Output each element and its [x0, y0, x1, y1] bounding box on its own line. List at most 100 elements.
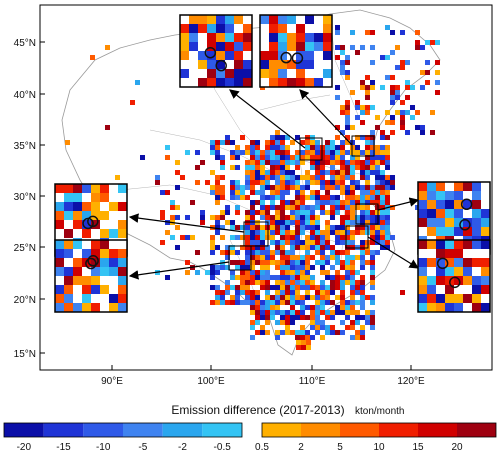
- grid-cell: [370, 260, 375, 265]
- grid-cell: [325, 230, 330, 235]
- grid-cell: [310, 305, 315, 310]
- grid-cell: [240, 245, 245, 250]
- grid-cell: [360, 255, 365, 260]
- inset-cell: [118, 303, 127, 312]
- grid-cell: [325, 220, 330, 225]
- inset-cell: [436, 303, 445, 312]
- grid-cell: [220, 235, 225, 240]
- grid-cell: [305, 150, 310, 155]
- lat-tick-45: 45°N: [14, 38, 36, 49]
- grid-cell: [265, 150, 270, 155]
- site-marker-icon: [449, 276, 461, 289]
- grid-cell: [270, 250, 275, 255]
- grid-cell: [340, 215, 345, 220]
- inset-cell: [118, 285, 127, 294]
- grid-cell: [335, 150, 340, 155]
- grid-cell: [380, 200, 385, 205]
- grid-cell: [335, 85, 340, 90]
- grid-cell: [340, 305, 345, 310]
- inset-cell: [189, 24, 198, 33]
- grid-cell: [245, 265, 250, 270]
- inset-cell: [296, 69, 305, 78]
- grid-cell: [330, 230, 335, 235]
- grid-cell: [375, 180, 380, 185]
- inset-cell: [463, 182, 472, 191]
- grid-cell: [310, 150, 315, 155]
- grid-cell: [290, 250, 295, 255]
- grid-cell: [280, 250, 285, 255]
- grid-cell: [295, 195, 300, 200]
- grid-cell: [270, 170, 275, 175]
- grid-cell: [380, 185, 385, 190]
- grid-cell: [350, 220, 355, 225]
- inset-cell: [225, 15, 234, 24]
- inset-cell: [472, 258, 481, 267]
- grid-cell: [315, 160, 320, 165]
- inset-cell: [436, 276, 445, 285]
- grid-cell: [360, 290, 365, 295]
- grid-cell: [270, 155, 275, 160]
- lon-ticks: 90°E 100°E 110°E 120°E: [101, 376, 425, 387]
- grid-cell: [340, 295, 345, 300]
- grid-cell: [350, 230, 355, 235]
- grid-cell: [375, 250, 380, 255]
- grid-cell: [350, 300, 355, 305]
- grid-cell: [255, 225, 260, 230]
- grid-cell: [340, 110, 345, 115]
- lat-tick-40: 40°N: [14, 90, 36, 101]
- grid-cell: [245, 145, 250, 150]
- inset-cell: [436, 258, 445, 267]
- grid-cell: [245, 210, 250, 215]
- grid-cell: [250, 170, 255, 175]
- grid-cell: [325, 300, 330, 305]
- inset-cell: [234, 15, 243, 24]
- grid-cell: [340, 205, 345, 210]
- grid-cell: [370, 220, 375, 225]
- grid-cell: [210, 215, 215, 220]
- grid-cell: [295, 310, 300, 315]
- inset-cell: [82, 220, 91, 229]
- grid-cell: [375, 175, 380, 180]
- grid-cell: [260, 170, 265, 175]
- grid-cell: [265, 305, 270, 310]
- inset-cell: [216, 24, 225, 33]
- grid-cell: [350, 240, 355, 245]
- grid-cell: [250, 325, 255, 330]
- grid-cell: [380, 170, 385, 175]
- grid-cell: [390, 235, 395, 240]
- grid-cell: [300, 215, 305, 220]
- grid-cell: [330, 145, 335, 150]
- grid-cell: [65, 140, 70, 145]
- positive-label: 0.5: [255, 442, 269, 452]
- grid-cell: [300, 190, 305, 195]
- grid-cell: [320, 310, 325, 315]
- grid-cell: [215, 285, 220, 290]
- grid-cell: [430, 40, 435, 45]
- lat-ticks: 45°N 40°N 35°N 30°N 25°N 20°N 15°N: [14, 38, 36, 360]
- grid-cell: [375, 145, 380, 150]
- grid-cell: [335, 280, 340, 285]
- grid-cell: [345, 175, 350, 180]
- arrow-north-china-1: [229, 89, 306, 149]
- grid-cell: [340, 230, 345, 235]
- grid-cell: [370, 310, 375, 315]
- positive-swatch: [379, 423, 418, 437]
- grid-cell: [255, 245, 260, 250]
- grid-cell: [360, 285, 365, 290]
- grid-cell: [335, 170, 340, 175]
- grid-cell: [320, 230, 325, 235]
- grid-cell: [350, 305, 355, 310]
- inset-cell: [296, 51, 305, 60]
- grid-cell: [260, 270, 265, 275]
- grid-cell: [280, 245, 285, 250]
- inset-cell: [118, 220, 127, 229]
- grid-cell: [310, 230, 315, 235]
- grid-cell: [345, 200, 350, 205]
- inset-cell: [100, 249, 109, 258]
- grid-cell: [275, 290, 280, 295]
- grid-cell: [325, 160, 330, 165]
- grid-cell: [340, 60, 345, 65]
- lat-tick-35: 35°N: [14, 141, 36, 152]
- grid-cell: [390, 120, 395, 125]
- grid-cell: [230, 245, 235, 250]
